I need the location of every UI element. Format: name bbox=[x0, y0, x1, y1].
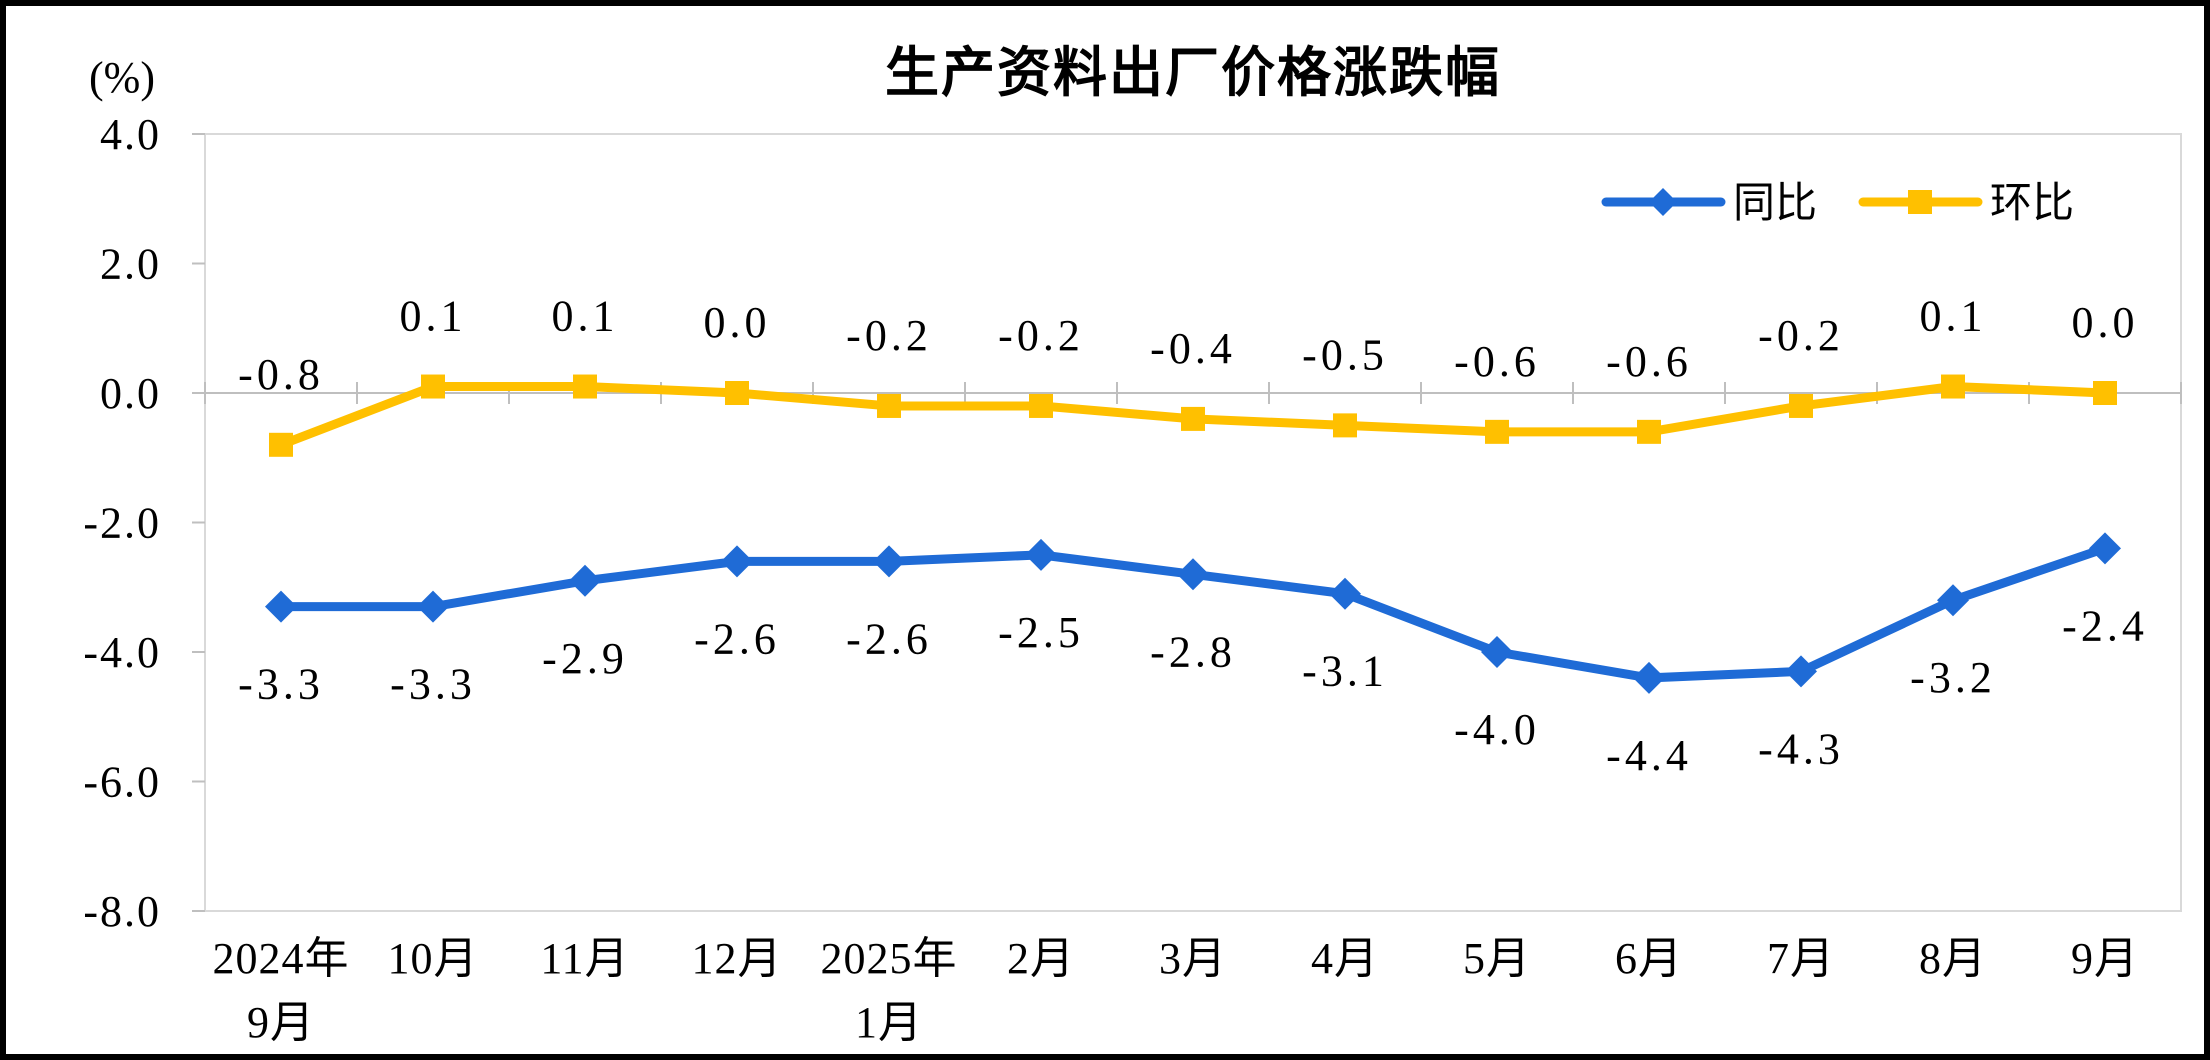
data-point-marker-mom bbox=[2093, 381, 2117, 405]
legend-label-yoy: 同比 bbox=[1733, 181, 1817, 227]
data-label-yoy: -4.0 bbox=[1454, 705, 1540, 754]
x-tick-label: 12月 bbox=[692, 934, 783, 983]
y-tick-label: -6.0 bbox=[83, 758, 161, 807]
x-tick-label: 8月 bbox=[1919, 934, 1987, 983]
data-point-marker-mom bbox=[725, 381, 749, 405]
data-label-mom: 0.0 bbox=[2072, 298, 2139, 347]
y-tick-label: 2.0 bbox=[100, 240, 161, 289]
plot-border bbox=[204, 133, 2182, 912]
x-tick-label: 5月 bbox=[1463, 934, 1531, 983]
data-point-marker-yoy bbox=[1785, 655, 1817, 688]
legend-marker-mom bbox=[1908, 190, 1932, 214]
data-point-marker-yoy bbox=[1177, 558, 1209, 591]
data-point-marker-yoy bbox=[569, 564, 601, 597]
y-tick-label: -2.0 bbox=[83, 499, 161, 548]
data-label-yoy: -4.4 bbox=[1606, 731, 1692, 780]
data-label-mom: 0.0 bbox=[704, 298, 771, 347]
data-label-yoy: -2.8 bbox=[1150, 627, 1236, 676]
data-point-marker-mom bbox=[1941, 374, 1965, 399]
data-point-marker-yoy bbox=[873, 545, 905, 578]
data-label-mom: -0.6 bbox=[1454, 337, 1540, 386]
data-label-yoy: -3.3 bbox=[238, 660, 324, 709]
x-tick-label: 2月 bbox=[1007, 934, 1075, 983]
plot-area: 4.0 2.0 0.0 -2.0 -4.0 -6.0 -8.0 2024年 9月 10月 11月 12… bbox=[83, 110, 2182, 1047]
data-label-yoy: -2.9 bbox=[542, 634, 628, 683]
data-point-marker-yoy bbox=[1481, 636, 1513, 668]
data-point-marker-mom bbox=[877, 393, 901, 418]
y-axis-unit-label: (%) bbox=[89, 53, 155, 102]
data-label-mom: -0.2 bbox=[846, 311, 932, 360]
x-tick-label: 9月 bbox=[2071, 934, 2139, 983]
data-point-marker-yoy bbox=[1633, 661, 1665, 694]
data-point-marker-yoy bbox=[417, 590, 449, 623]
x-tick-label: 10月 bbox=[388, 934, 479, 983]
data-point-marker-yoy bbox=[1025, 538, 1057, 571]
x-tick-label: 2025年 bbox=[821, 934, 958, 983]
data-point-marker-yoy bbox=[2089, 532, 2121, 565]
data-label-yoy: -3.2 bbox=[1910, 653, 1996, 702]
data-point-marker-yoy bbox=[1329, 577, 1361, 610]
data-label-mom: -0.8 bbox=[238, 350, 324, 399]
data-label-mom: -0.4 bbox=[1150, 324, 1236, 373]
data-point-marker-yoy bbox=[721, 545, 753, 578]
data-label-yoy: -2.6 bbox=[846, 614, 932, 663]
data-label-yoy: -3.1 bbox=[1302, 647, 1388, 696]
x-tick-label: 6月 bbox=[1615, 934, 1683, 983]
x-tick-label: 1月 bbox=[855, 998, 923, 1047]
data-point-marker-mom bbox=[421, 374, 445, 399]
x-tick-label: 4月 bbox=[1311, 934, 1379, 983]
data-point-marker-mom bbox=[1181, 406, 1205, 431]
data-label-mom: -0.6 bbox=[1606, 337, 1692, 386]
data-point-marker-mom bbox=[1485, 419, 1509, 444]
data-point-marker-yoy bbox=[265, 590, 297, 623]
x-tick-label: 11月 bbox=[540, 934, 629, 983]
data-point-marker-mom bbox=[1029, 393, 1053, 418]
x-tick-label: 7月 bbox=[1767, 934, 1835, 983]
x-tick-label: 2024年 bbox=[213, 934, 350, 983]
data-point-marker-mom bbox=[1333, 413, 1357, 438]
x-tick-label: 3月 bbox=[1159, 934, 1227, 983]
data-label-mom: 0.1 bbox=[552, 292, 619, 341]
data-label-yoy: -2.5 bbox=[998, 608, 1084, 657]
data-label-yoy: -2.4 bbox=[2062, 601, 2148, 650]
data-label-yoy: -3.3 bbox=[390, 660, 476, 709]
data-label-mom: 0.1 bbox=[1920, 292, 1987, 341]
y-tick-label: -8.0 bbox=[83, 887, 161, 936]
data-label-mom: -0.2 bbox=[998, 311, 1084, 360]
data-label-mom: 0.1 bbox=[400, 292, 467, 341]
y-tick-label: 4.0 bbox=[100, 110, 161, 159]
data-point-marker-mom bbox=[573, 374, 597, 399]
data-label-mom: -0.2 bbox=[1758, 311, 1844, 360]
data-point-marker-mom bbox=[1789, 393, 1813, 418]
y-tick-label: -4.0 bbox=[83, 628, 161, 677]
data-label-yoy: -4.3 bbox=[1758, 724, 1844, 773]
y-tick-label: 0.0 bbox=[100, 369, 161, 418]
data-point-marker-mom bbox=[269, 432, 293, 457]
x-tick-label: 9月 bbox=[247, 998, 315, 1047]
data-label-mom: -0.5 bbox=[1302, 330, 1388, 379]
chart-title: 生产资料出厂价格涨跌幅 bbox=[885, 43, 1501, 103]
legend-marker-yoy bbox=[1649, 188, 1677, 216]
data-point-marker-mom bbox=[1637, 419, 1661, 444]
data-point-marker-yoy bbox=[1937, 584, 1969, 617]
legend-label-mom: 环比 bbox=[1990, 181, 2074, 227]
data-label-yoy: -2.6 bbox=[694, 614, 780, 663]
